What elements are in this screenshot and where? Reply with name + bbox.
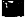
Text: a: a (10, 10, 23, 17)
Text: j: j (10, 0, 17, 6)
